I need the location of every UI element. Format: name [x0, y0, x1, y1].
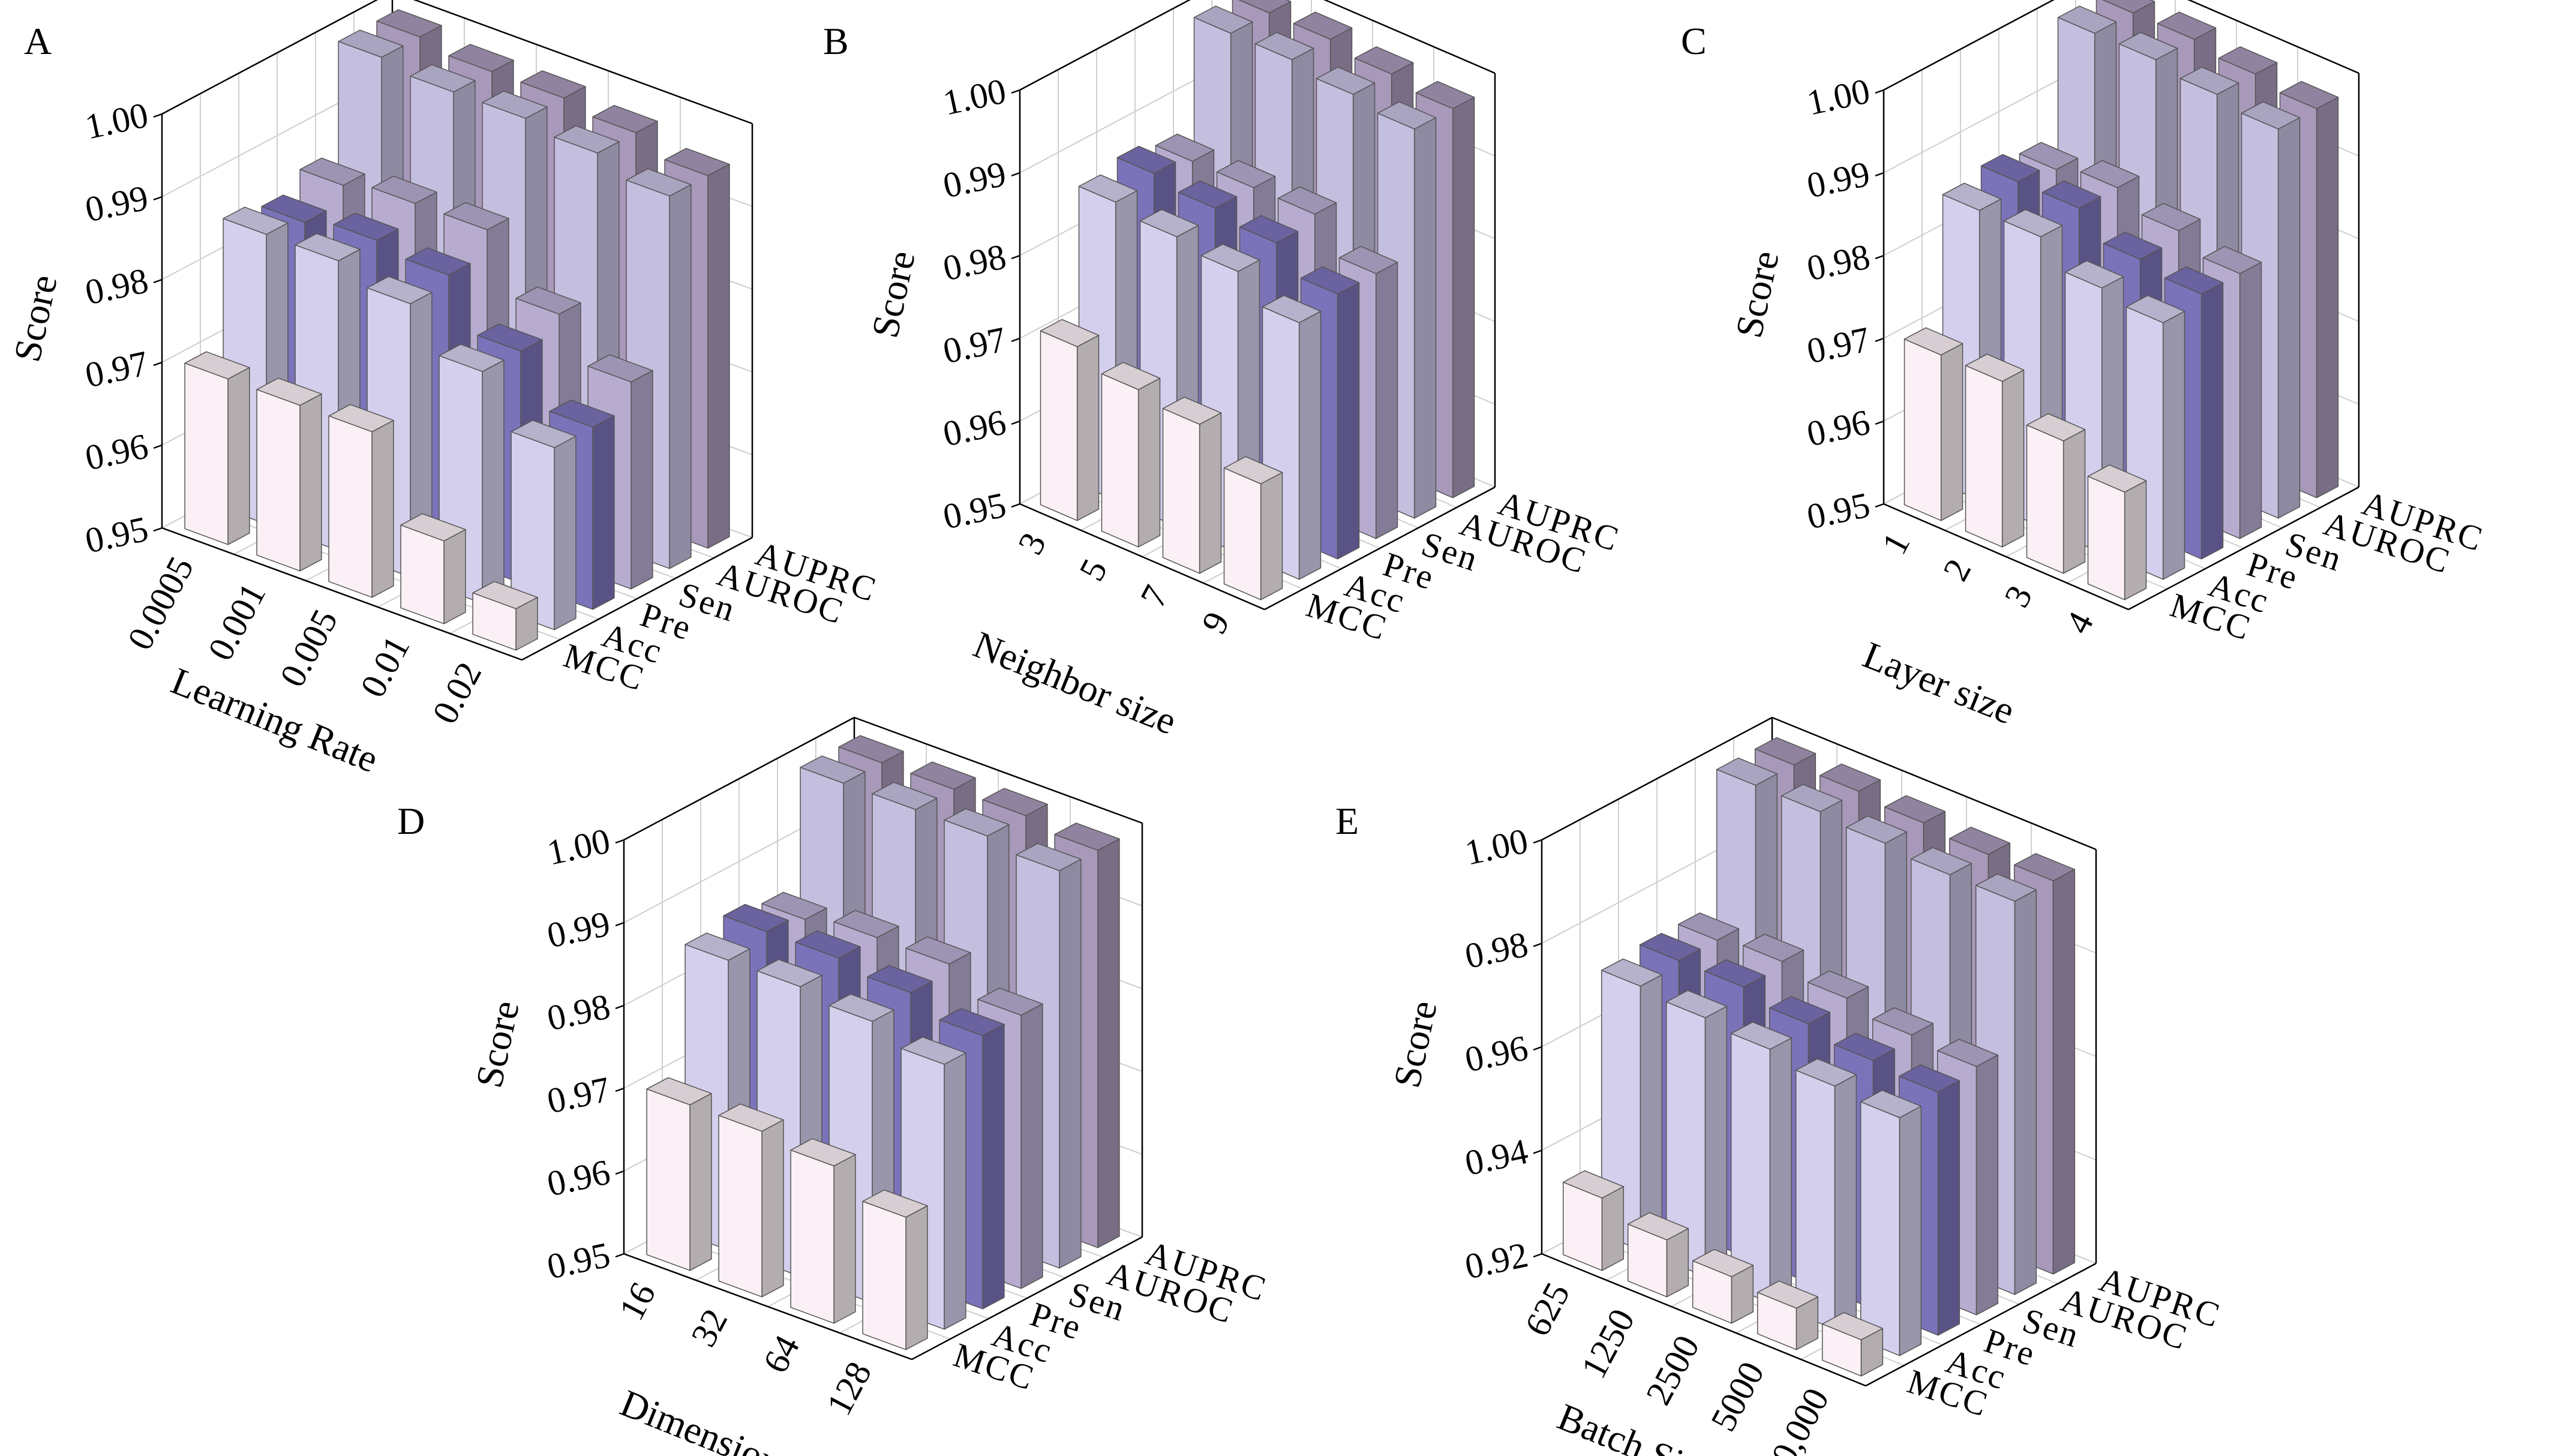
panel-letter: E [1335, 800, 1359, 842]
bar-mcc-1 [646, 1077, 712, 1271]
bar-acc-3 [1730, 1021, 1793, 1304]
bar-mcc-2 [1101, 362, 1161, 548]
bar-mcc-2 [256, 377, 322, 572]
bar-mcc-5 [1821, 1312, 1884, 1377]
panel-letter: A [24, 20, 52, 62]
bar-mcc-4 [862, 1189, 928, 1350]
bars [1562, 737, 2076, 1377]
bar-mcc-5 [472, 581, 538, 651]
bars [184, 9, 730, 651]
bar-acc-4 [1795, 1058, 1857, 1330]
bar-mcc-3 [2026, 413, 2086, 574]
bar-mcc-4 [1223, 456, 1283, 601]
bar-mcc-4 [2087, 464, 2147, 601]
bar-mcc-1 [1562, 1170, 1625, 1271]
bar-mcc-2 [1627, 1212, 1689, 1298]
panel-letter: D [397, 800, 425, 842]
bar-mcc-1 [1040, 319, 1100, 521]
bars [1040, 0, 1475, 601]
panel-letter: C [1681, 20, 1707, 62]
bar-acc-1 [1601, 958, 1663, 1251]
bar-mcc-3 [1162, 397, 1222, 574]
bar-acc-2 [1665, 990, 1728, 1277]
bar-auroc-5 [1975, 873, 2037, 1295]
chart-panel-d: D0.950.960.970.980.991.00Score163264128D… [397, 716, 1272, 1456]
bar-mcc-4 [1757, 1280, 1819, 1350]
bar-mcc-3 [790, 1138, 856, 1324]
bar-mcc-4 [400, 513, 466, 625]
bars [1904, 0, 2339, 601]
bar-mcc-2 [1965, 353, 2025, 548]
bar-mcc-3 [328, 404, 394, 598]
bar-acc-5 [511, 419, 577, 631]
bar-mcc-2 [718, 1103, 784, 1298]
chart-panel-a: A0.950.960.970.980.991.00Score0.00050.00… [5, 0, 882, 780]
chart-panel-c: C0.950.960.970.980.991.00Score1234Layer … [1681, 0, 2488, 732]
bar-mcc-1 [1904, 327, 1963, 521]
bars [646, 735, 1120, 1350]
bar-acc-5 [1860, 1089, 1922, 1356]
axis-box [161, 0, 753, 661]
bar-mcc-1 [184, 351, 250, 545]
bar-mcc-3 [1692, 1248, 1754, 1324]
panel-letter: B [823, 20, 849, 62]
